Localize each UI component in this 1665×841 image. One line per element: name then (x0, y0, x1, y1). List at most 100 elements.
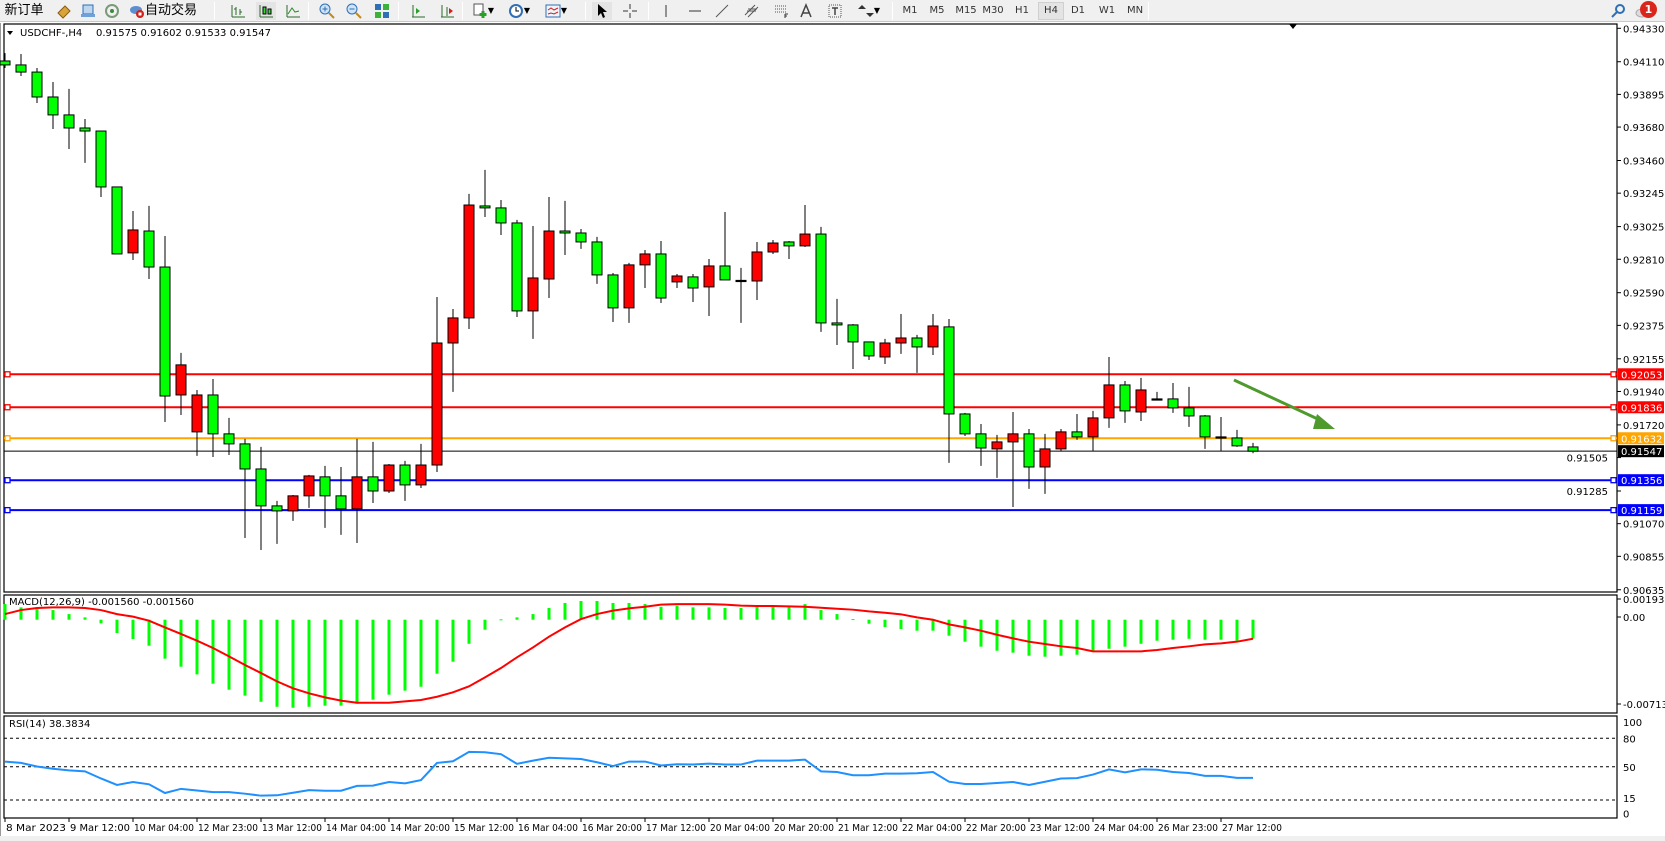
candle[interactable] (159, 236, 171, 423)
candle[interactable] (959, 412, 971, 436)
candle[interactable] (1087, 410, 1099, 451)
candle[interactable] (671, 274, 683, 288)
candle[interactable] (271, 500, 283, 544)
line-anchor-handle[interactable] (4, 404, 11, 411)
candle[interactable] (1039, 433, 1051, 494)
fibonacci-button[interactable] (772, 2, 792, 20)
candle[interactable] (1135, 377, 1147, 421)
candle[interactable] (127, 210, 139, 261)
candle[interactable] (1231, 429, 1243, 447)
horizontal-line-button[interactable] (685, 2, 705, 20)
trendline-button[interactable] (712, 2, 732, 20)
candle[interactable] (447, 308, 459, 392)
crosshair-button[interactable] (620, 2, 640, 20)
arrows-button[interactable]: ▼ (853, 2, 885, 20)
chart-shift-marker-icon[interactable] (1289, 24, 1297, 29)
candle[interactable] (143, 205, 155, 280)
candle[interactable] (255, 446, 267, 550)
line-anchor-handle[interactable] (4, 435, 11, 442)
vertical-line-button[interactable] (656, 2, 676, 20)
line-anchor-handle[interactable] (1610, 371, 1617, 378)
zoom-in-button[interactable] (317, 2, 337, 20)
candle[interactable] (655, 241, 667, 304)
candle[interactable] (239, 438, 251, 538)
candle[interactable] (559, 200, 571, 256)
line-anchor-handle[interactable] (1610, 404, 1617, 411)
candle[interactable] (1023, 428, 1035, 489)
candle[interactable] (847, 323, 859, 369)
zoom-out-button[interactable] (344, 2, 364, 20)
candle[interactable] (863, 341, 875, 361)
candle[interactable] (1199, 415, 1211, 449)
candle[interactable] (479, 169, 491, 218)
candle[interactable] (431, 296, 443, 472)
candle[interactable] (351, 438, 363, 543)
candle[interactable] (335, 466, 347, 535)
candle[interactable] (527, 225, 539, 339)
templates-button[interactable]: ▼ (540, 2, 572, 20)
timeframe-h4[interactable]: H4 (1038, 2, 1064, 20)
search-button[interactable] (1608, 2, 1628, 20)
candle[interactable] (943, 318, 955, 463)
candle[interactable] (495, 200, 507, 235)
candle[interactable] (799, 205, 811, 247)
timeframe-w1[interactable]: W1 (1098, 5, 1116, 16)
candle[interactable] (1151, 391, 1163, 401)
new-order-button[interactable]: 新订单 (2, 2, 46, 20)
candle[interactable] (0, 53, 11, 68)
candle[interactable] (111, 186, 123, 255)
timeframe-m15[interactable]: M15 (955, 5, 977, 16)
candle[interactable] (95, 130, 107, 197)
timeframe-h1[interactable]: H1 (1015, 5, 1029, 16)
market-watch-button[interactable] (54, 2, 74, 20)
autoscroll-button[interactable] (437, 2, 457, 20)
candle[interactable] (623, 262, 635, 323)
candle[interactable] (895, 313, 907, 354)
candle[interactable] (191, 389, 203, 456)
annotation-arrow-head-icon[interactable] (1313, 414, 1335, 429)
candle[interactable] (31, 67, 43, 104)
candle[interactable] (63, 88, 75, 149)
candle[interactable] (303, 474, 315, 508)
candle[interactable] (719, 212, 731, 281)
candle[interactable] (751, 241, 763, 300)
candle[interactable] (591, 236, 603, 284)
candle[interactable] (703, 258, 715, 316)
text-label-button[interactable] (825, 2, 845, 20)
candle[interactable] (511, 219, 523, 318)
candle[interactable] (831, 298, 843, 345)
candle[interactable] (1119, 380, 1131, 423)
candle[interactable] (1247, 442, 1259, 454)
candlestick-button[interactable] (256, 2, 276, 20)
candle[interactable] (175, 352, 187, 416)
candle[interactable] (1055, 428, 1067, 451)
annotation-arrow-shaft[interactable] (1233, 378, 1323, 423)
candle[interactable] (1103, 356, 1115, 428)
chart-shift-button[interactable] (408, 2, 428, 20)
candle[interactable] (1183, 386, 1195, 427)
candle[interactable] (767, 239, 779, 254)
candle[interactable] (879, 338, 891, 364)
cursor-button[interactable] (592, 2, 612, 20)
candle[interactable] (79, 119, 91, 163)
candle[interactable] (319, 465, 331, 528)
candle[interactable] (47, 81, 59, 130)
candle[interactable] (207, 379, 219, 457)
line-anchor-handle[interactable] (4, 477, 11, 484)
timeframe-m5[interactable]: M5 (929, 5, 945, 16)
candle[interactable] (911, 334, 923, 373)
candle[interactable] (543, 196, 555, 299)
timeframe-m30[interactable]: M30 (982, 5, 1004, 16)
candle[interactable] (399, 460, 411, 501)
line-anchor-handle[interactable] (4, 506, 11, 514)
candle[interactable] (1215, 416, 1227, 451)
text-button[interactable] (796, 2, 816, 20)
candle[interactable] (783, 241, 795, 259)
line-anchor-handle[interactable] (1610, 506, 1617, 514)
candle[interactable] (1071, 413, 1083, 440)
equidistant-channel-button[interactable] (742, 2, 762, 20)
candle[interactable] (463, 193, 475, 330)
candle[interactable] (287, 494, 299, 521)
candle[interactable] (607, 272, 619, 323)
line-anchor-handle[interactable] (1610, 435, 1617, 442)
